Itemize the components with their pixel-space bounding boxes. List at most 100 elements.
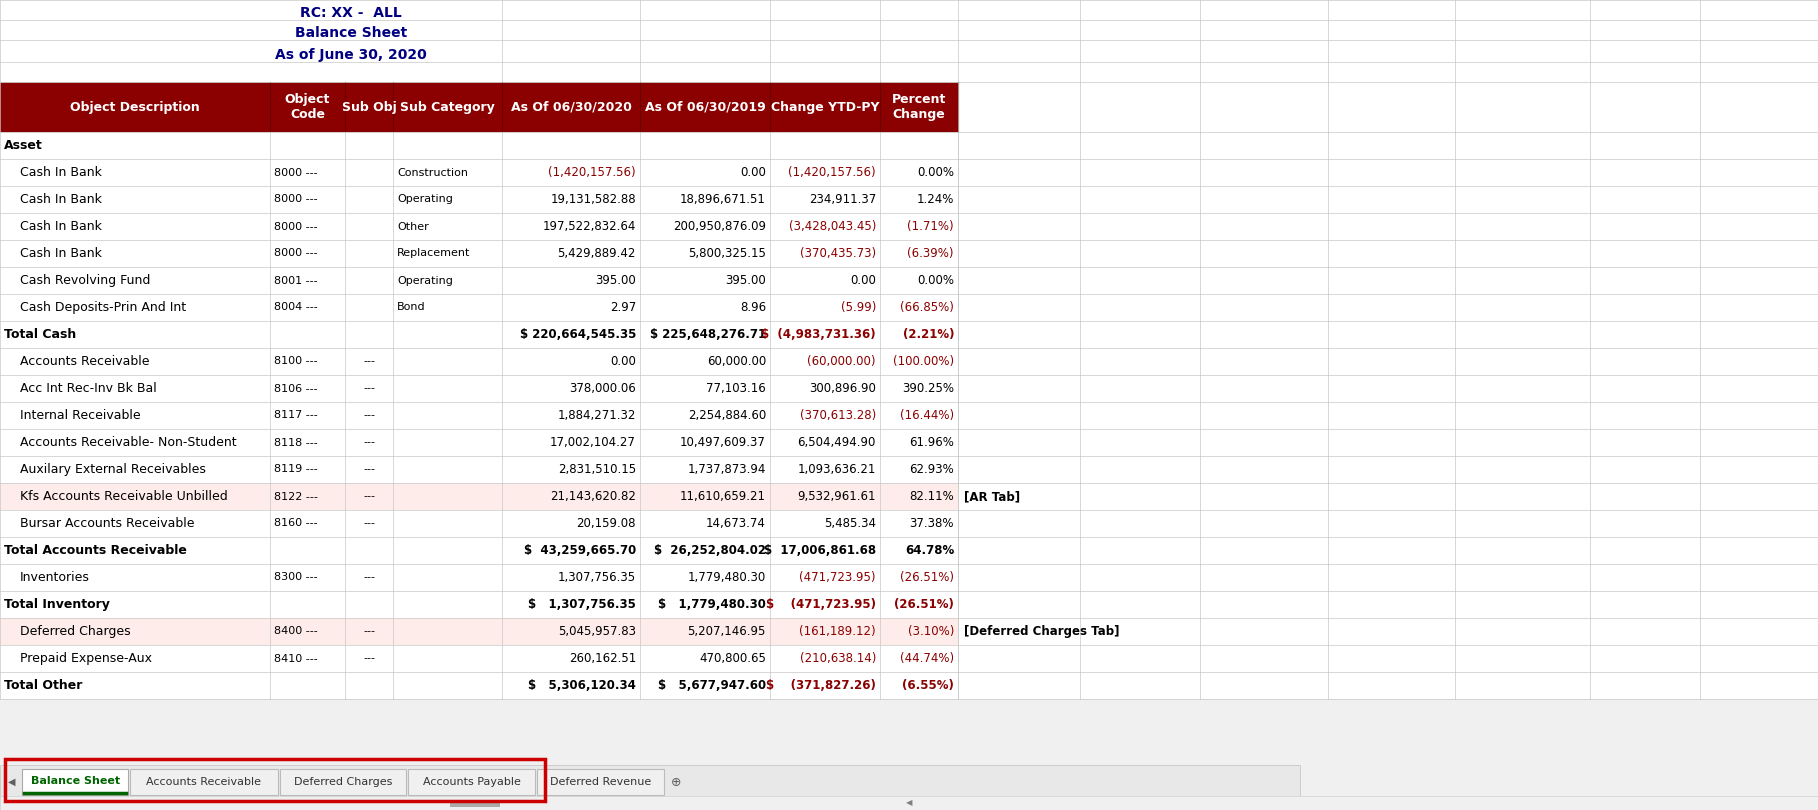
Text: 61.96%: 61.96%: [909, 436, 954, 449]
Text: (6.55%): (6.55%): [902, 679, 954, 692]
Text: (1.71%): (1.71%): [907, 220, 954, 233]
Text: $    (371,827.26): $ (371,827.26): [765, 679, 876, 692]
Text: 5,207,146.95: 5,207,146.95: [687, 625, 765, 638]
Text: 17,002,104.27: 17,002,104.27: [551, 436, 636, 449]
Text: 8000 ---: 8000 ---: [275, 249, 318, 258]
Text: Asset: Asset: [4, 139, 44, 152]
Text: 19,131,582.88: 19,131,582.88: [551, 193, 636, 206]
Text: (66.85%): (66.85%): [900, 301, 954, 314]
Text: 0.00: 0.00: [740, 166, 765, 179]
Text: 5,800,325.15: 5,800,325.15: [689, 247, 765, 260]
Text: 8119 ---: 8119 ---: [275, 464, 318, 475]
Text: 1,307,756.35: 1,307,756.35: [558, 571, 636, 584]
Text: $  26,252,804.02: $ 26,252,804.02: [654, 544, 765, 557]
Text: 2,831,510.15: 2,831,510.15: [558, 463, 636, 476]
Text: $   5,306,120.34: $ 5,306,120.34: [527, 679, 636, 692]
Text: 8300 ---: 8300 ---: [275, 573, 318, 582]
Text: (210,638.14): (210,638.14): [800, 652, 876, 665]
Text: $    (471,723.95): $ (471,723.95): [765, 598, 876, 611]
Bar: [0, 618, 958, 645]
Text: Percent
Change: Percent Change: [893, 93, 945, 121]
Text: 395.00: 395.00: [725, 274, 765, 287]
Text: 1,737,873.94: 1,737,873.94: [687, 463, 765, 476]
Text: 9,532,961.61: 9,532,961.61: [798, 490, 876, 503]
Text: 5,485.34: 5,485.34: [824, 517, 876, 530]
Text: Cash In Bank: Cash In Bank: [20, 166, 102, 179]
Text: (3,428,043.45): (3,428,043.45): [789, 220, 876, 233]
Text: $  (4,983,731.36): $ (4,983,731.36): [762, 328, 876, 341]
Bar: [0, 82, 958, 132]
Bar: [958, 82, 1818, 132]
Text: Accounts Receivable- Non-Student: Accounts Receivable- Non-Student: [20, 436, 236, 449]
Text: Cash Revolving Fund: Cash Revolving Fund: [20, 274, 151, 287]
Text: 197,522,832.64: 197,522,832.64: [542, 220, 636, 233]
Text: $ 225,648,276.71: $ 225,648,276.71: [649, 328, 765, 341]
Text: Accounts Receivable: Accounts Receivable: [147, 777, 262, 787]
Text: (471,723.95): (471,723.95): [800, 571, 876, 584]
Text: As Of 06/30/2019: As Of 06/30/2019: [645, 100, 765, 113]
Text: As Of 06/30/2020: As Of 06/30/2020: [511, 100, 631, 113]
Text: 8106 ---: 8106 ---: [275, 383, 318, 394]
Text: 200,950,876.09: 200,950,876.09: [673, 220, 765, 233]
Text: Balance Sheet: Balance Sheet: [295, 26, 407, 40]
Bar: [5, 759, 545, 801]
Text: 82.11%: 82.11%: [909, 490, 954, 503]
Text: Deferred Revenue: Deferred Revenue: [551, 777, 651, 787]
Text: [AR Tab]: [AR Tab]: [964, 490, 1020, 503]
Text: Total Inventory: Total Inventory: [4, 598, 109, 611]
Text: Operating: Operating: [396, 194, 453, 204]
Text: 6,504,494.90: 6,504,494.90: [798, 436, 876, 449]
Text: 1.24%: 1.24%: [916, 193, 954, 206]
Text: 8004 ---: 8004 ---: [275, 302, 318, 313]
Text: Bond: Bond: [396, 302, 425, 313]
Text: Cash Deposits-Prin And Int: Cash Deposits-Prin And Int: [20, 301, 185, 314]
Text: ⊕: ⊕: [671, 775, 682, 788]
Text: 390.25%: 390.25%: [902, 382, 954, 395]
Bar: [0, 765, 1300, 799]
Text: 1,779,480.30: 1,779,480.30: [687, 571, 765, 584]
Text: (1,420,157.56): (1,420,157.56): [549, 166, 636, 179]
Text: 234,911.37: 234,911.37: [809, 193, 876, 206]
Text: $   5,677,947.60: $ 5,677,947.60: [658, 679, 765, 692]
Text: ---: ---: [364, 626, 375, 637]
Text: Object Description: Object Description: [71, 100, 200, 113]
Text: Deferred Charges: Deferred Charges: [20, 625, 131, 638]
Text: 0.00%: 0.00%: [916, 274, 954, 287]
Text: $  17,006,861.68: $ 17,006,861.68: [764, 544, 876, 557]
Text: (100.00%): (100.00%): [893, 355, 954, 368]
Bar: [451, 800, 500, 807]
Text: 77,103.16: 77,103.16: [705, 382, 765, 395]
Text: 8122 ---: 8122 ---: [275, 492, 318, 501]
Text: 8160 ---: 8160 ---: [275, 518, 318, 528]
Text: (1,420,157.56): (1,420,157.56): [789, 166, 876, 179]
Text: ◀: ◀: [905, 799, 913, 808]
Text: 395.00: 395.00: [594, 274, 636, 287]
Text: ---: ---: [364, 492, 375, 501]
Bar: [22, 769, 129, 795]
Text: Cash In Bank: Cash In Bank: [20, 247, 102, 260]
Text: ---: ---: [364, 356, 375, 366]
Text: 2.97: 2.97: [609, 301, 636, 314]
Text: 8000 ---: 8000 ---: [275, 221, 318, 232]
Text: (3.10%): (3.10%): [907, 625, 954, 638]
Text: Prepaid Expense-Aux: Prepaid Expense-Aux: [20, 652, 153, 665]
Text: ---: ---: [364, 437, 375, 447]
Text: 8410 ---: 8410 ---: [275, 654, 318, 663]
Text: 37.38%: 37.38%: [909, 517, 954, 530]
Text: (16.44%): (16.44%): [900, 409, 954, 422]
Text: 5,045,957.83: 5,045,957.83: [558, 625, 636, 638]
Text: Internal Receivable: Internal Receivable: [20, 409, 140, 422]
Text: 11,610,659.21: 11,610,659.21: [680, 490, 765, 503]
Text: Auxilary External Receivables: Auxilary External Receivables: [20, 463, 205, 476]
Text: 60,000.00: 60,000.00: [707, 355, 765, 368]
Text: 8.96: 8.96: [740, 301, 765, 314]
Text: 8118 ---: 8118 ---: [275, 437, 318, 447]
Text: Construction: Construction: [396, 168, 467, 177]
Text: As of June 30, 2020: As of June 30, 2020: [275, 48, 427, 62]
Text: $   1,779,480.30: $ 1,779,480.30: [658, 598, 765, 611]
Bar: [0, 796, 1818, 810]
Text: Operating: Operating: [396, 275, 453, 285]
Text: 64.78%: 64.78%: [905, 544, 954, 557]
Text: Total Other: Total Other: [4, 679, 82, 692]
Text: 8000 ---: 8000 ---: [275, 168, 318, 177]
